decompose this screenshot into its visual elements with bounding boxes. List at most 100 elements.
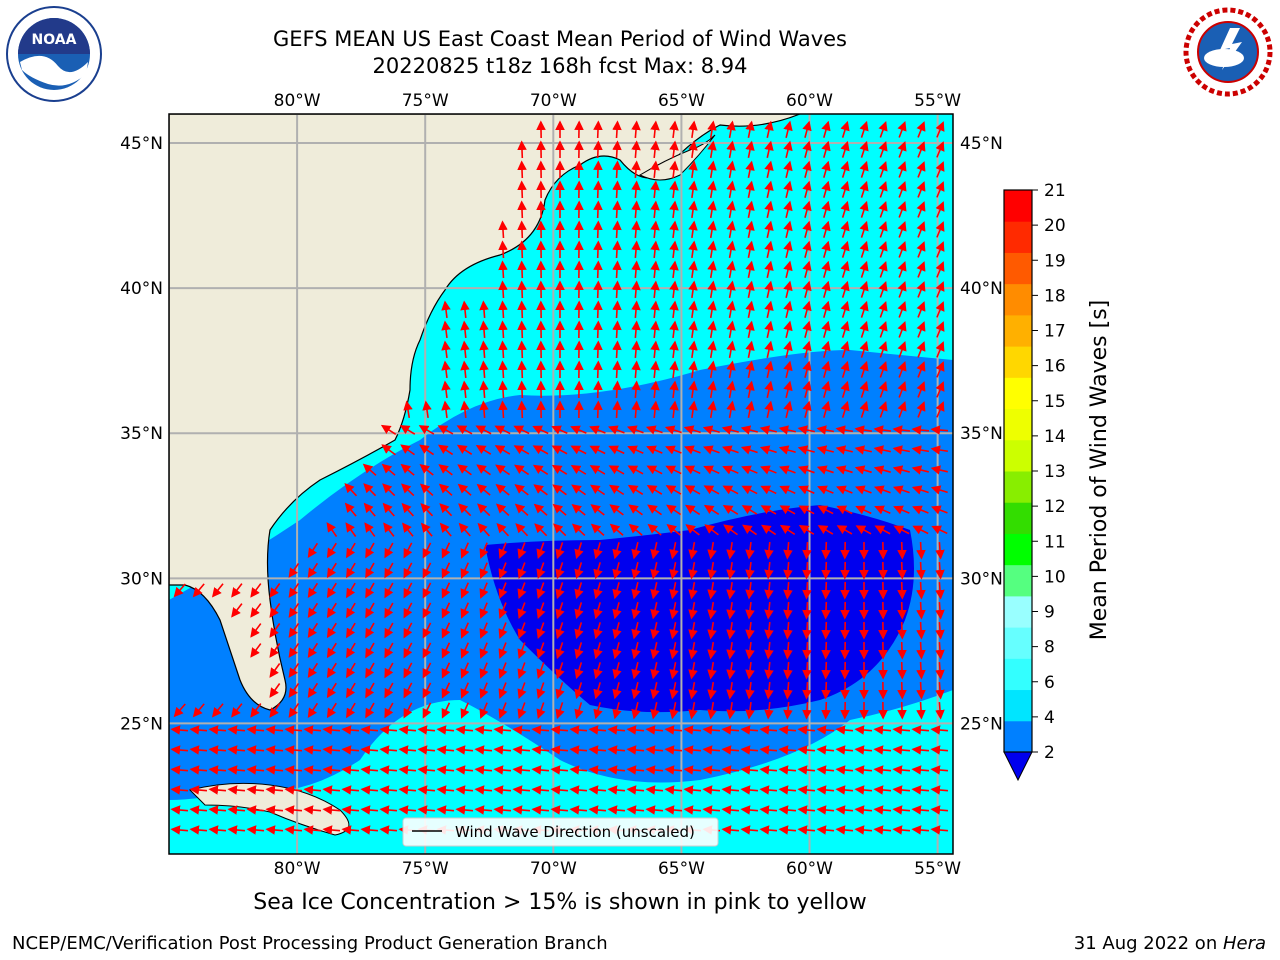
- wind-wave-arrow: [783, 180, 793, 198]
- wind-wave-arrow: [532, 464, 549, 476]
- wind-wave-arrow: [740, 825, 759, 835]
- wind-wave-arrow: [821, 220, 831, 238]
- wind-wave-arrow: [783, 400, 793, 418]
- wind-wave-arrow: [930, 445, 949, 455]
- colorbar-tick-label: 4: [1044, 708, 1055, 728]
- wind-wave-arrow: [859, 140, 869, 158]
- wind-wave-arrow: [707, 240, 717, 259]
- wind-wave-arrow: [817, 485, 834, 495]
- colorbar-segment: [1004, 377, 1032, 410]
- wind-wave-arrow: [873, 785, 892, 795]
- wind-wave-arrow: [821, 561, 831, 580]
- wind-wave-arrow: [840, 280, 850, 298]
- noaa-logo: NOAA: [6, 6, 102, 102]
- wind-wave-arrow: [645, 745, 664, 755]
- wind-wave-arrow: [517, 662, 527, 679]
- wind-wave-arrow: [878, 400, 888, 418]
- wind-wave-arrow: [855, 505, 872, 515]
- wind-wave-arrow: [854, 805, 873, 815]
- wind-wave-arrow: [265, 785, 284, 795]
- wind-wave-arrow: [878, 380, 888, 398]
- wind-wave-arrow: [893, 525, 910, 535]
- lat-tick-right: 40°N: [960, 279, 1003, 299]
- wind-wave-arrow: [759, 445, 777, 455]
- wind-wave-arrow: [322, 765, 341, 775]
- wind-wave-arrow: [779, 465, 796, 475]
- wind-wave-arrow: [593, 562, 603, 580]
- wind-wave-arrow: [631, 602, 641, 620]
- wind-wave-arrow: [457, 483, 472, 496]
- wind-wave-arrow: [441, 380, 451, 399]
- wind-wave-arrow: [612, 140, 622, 159]
- wind-wave-arrow: [916, 361, 926, 378]
- wind-wave-arrow: [574, 562, 584, 580]
- wind-wave-arrow: [379, 785, 398, 795]
- wind-wave-arrow: [897, 301, 907, 318]
- wind-wave-arrow: [859, 120, 869, 138]
- wind-wave-arrow: [498, 582, 508, 599]
- wind-wave-arrow: [208, 805, 227, 815]
- wind-wave-arrow: [626, 785, 645, 795]
- wind-wave-arrow: [574, 702, 584, 720]
- lon-tick-bottom: 55°W: [914, 859, 961, 879]
- wind-wave-arrow: [688, 641, 698, 660]
- wind-wave-arrow: [817, 525, 834, 535]
- wind-wave-arrow: [246, 825, 265, 835]
- wind-wave-arrow: [380, 424, 397, 435]
- wind-wave-arrow: [745, 681, 755, 700]
- wind-wave-arrow: [493, 805, 512, 815]
- wind-wave-arrow: [460, 300, 470, 319]
- wind-wave-arrow: [897, 181, 907, 198]
- wind-wave-arrow: [688, 380, 698, 399]
- wind-wave-arrow: [664, 725, 683, 735]
- wind-wave-arrow: [284, 765, 303, 775]
- wind-wave-arrow: [721, 725, 740, 735]
- wind-wave-arrow: [745, 200, 755, 219]
- wind-wave-arrow: [494, 425, 511, 435]
- wind-wave-arrow: [930, 425, 949, 435]
- wind-wave-arrow: [935, 701, 945, 720]
- wind-wave-arrow: [726, 601, 736, 620]
- wind-wave-arrow: [721, 745, 740, 755]
- lat-tick-right: 30°N: [960, 569, 1003, 589]
- wind-wave-arrow: [669, 662, 679, 680]
- wind-wave-arrow: [783, 240, 793, 258]
- wind-wave-arrow: [764, 300, 774, 318]
- wind-wave-arrow: [745, 581, 755, 600]
- wind-wave-arrow: [821, 681, 831, 700]
- wind-wave-arrow: [764, 340, 774, 358]
- wind-wave-arrow: [764, 160, 774, 178]
- wind-wave-arrow: [650, 320, 660, 339]
- wind-wave-arrow: [436, 725, 455, 735]
- wind-wave-arrow: [798, 505, 815, 515]
- wind-wave-arrow: [422, 602, 432, 619]
- wind-wave-arrow: [555, 602, 565, 620]
- wind-wave-arrow: [688, 661, 698, 680]
- wind-wave-arrow: [688, 541, 698, 560]
- wind-wave-arrow: [631, 240, 641, 259]
- colorbar-segment: [1004, 283, 1032, 316]
- wind-wave-arrow: [460, 320, 470, 339]
- wind-wave-arrow: [517, 320, 527, 339]
- wind-wave-arrow: [821, 641, 831, 660]
- wind-wave-arrow: [704, 524, 719, 536]
- wind-wave-arrow: [517, 280, 527, 299]
- wind-wave-arrow: [612, 320, 622, 339]
- wind-wave-arrow: [669, 340, 679, 359]
- wind-wave-arrow: [916, 241, 926, 258]
- colorbar-segment: [1004, 627, 1032, 659]
- wind-wave-arrow: [326, 702, 337, 719]
- colorbar-segment: [1004, 408, 1032, 441]
- wind-wave-arrow: [650, 360, 660, 379]
- wind-wave-arrow: [726, 200, 736, 219]
- wind-wave-arrow: [569, 745, 588, 755]
- wind-wave-arrow: [650, 662, 660, 680]
- wind-wave-arrow: [456, 444, 473, 456]
- wind-wave-arrow: [322, 825, 341, 835]
- wind-wave-arrow: [227, 825, 246, 835]
- wind-wave-arrow: [512, 745, 531, 755]
- wind-wave-arrow: [835, 825, 854, 835]
- wind-wave-arrow: [778, 825, 797, 835]
- wind-wave-arrow: [878, 240, 888, 258]
- wind-wave-arrow: [854, 745, 873, 755]
